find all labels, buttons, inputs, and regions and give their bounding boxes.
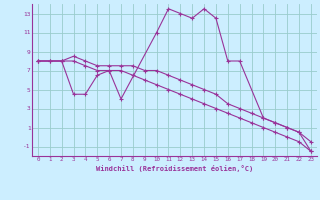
X-axis label: Windchill (Refroidissement éolien,°C): Windchill (Refroidissement éolien,°C) <box>96 165 253 172</box>
